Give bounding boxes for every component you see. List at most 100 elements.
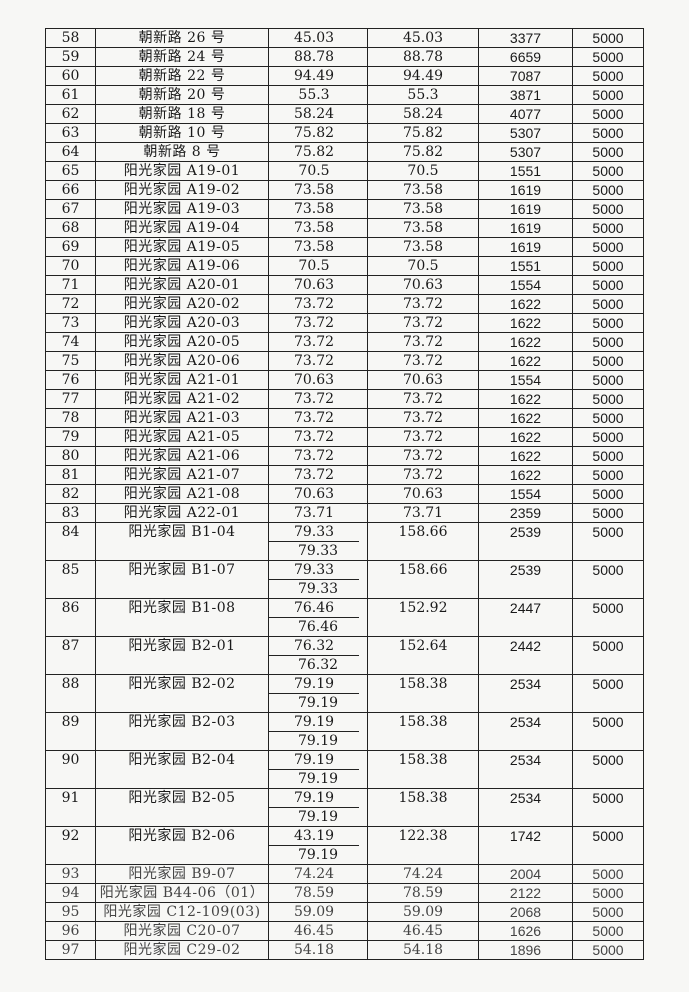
price-cell: 6659 — [478, 47, 573, 67]
table-row: 59 朝新路 24 号 88.78 88.78 6659 5000 — [45, 47, 644, 67]
area-value: 75.82 — [293, 144, 335, 160]
area-value: 79.19 — [269, 675, 359, 694]
total-area-cell: 73.58 — [367, 218, 479, 238]
total-area-cell: 152.64 — [367, 636, 479, 675]
total-area-cell: 45.03 — [367, 28, 479, 48]
area-cell: 70.63 — [268, 275, 368, 295]
total-area-cell: 73.72 — [367, 446, 479, 466]
row-number-cell: 89 — [45, 712, 96, 751]
price-cell: 1626 — [478, 921, 573, 941]
amount-cell: 5000 — [572, 674, 644, 713]
row-number-cell: 69 — [45, 237, 96, 257]
row-number-cell: 94 — [45, 883, 96, 903]
table-row: 60 朝新路 22 号 94.49 94.49 7087 5000 — [45, 66, 644, 86]
amount-cell: 5000 — [572, 180, 644, 200]
area-cell: 75.82 — [268, 142, 368, 162]
address-cell: 朝新路 24 号 — [95, 47, 269, 67]
amount-cell: 5000 — [572, 351, 644, 371]
amount-cell: 5000 — [572, 503, 644, 523]
price-cell: 5307 — [478, 123, 573, 143]
address-cell: 阳光家园 B2-02 — [95, 674, 269, 713]
table-row: 65 阳光家园 A19-01 70.5 70.5 1551 5000 — [45, 161, 644, 181]
area-cell: 73.72 — [268, 351, 368, 371]
area-cell: 79.19 79.19 — [268, 712, 368, 751]
address-cell: 阳光家园 B9-07 — [95, 864, 269, 884]
area-value: 79.19 — [269, 751, 359, 770]
table-row: 61 朝新路 20 号 55.3 55.3 3871 5000 — [45, 85, 644, 105]
address-cell: 阳光家园 B2-04 — [95, 750, 269, 789]
area-cell: 70.63 — [268, 484, 368, 504]
area-cell: 73.72 — [268, 389, 368, 409]
table-row: 93 阳光家园 B9-07 74.24 74.24 2004 5000 — [45, 864, 644, 884]
address-cell: 阳光家园 B2-06 — [95, 826, 269, 865]
price-cell: 2534 — [478, 712, 573, 751]
total-area-cell: 78.59 — [367, 883, 479, 903]
row-number-cell: 92 — [45, 826, 96, 865]
address-cell: 阳光家园 B1-04 — [95, 522, 269, 561]
row-number-cell: 78 — [45, 408, 96, 428]
total-area-cell: 70.5 — [367, 161, 479, 181]
price-cell: 1622 — [478, 408, 573, 428]
area-cell: 78.59 — [268, 883, 368, 903]
amount-cell: 5000 — [572, 370, 644, 390]
amount-cell: 5000 — [572, 218, 644, 238]
total-area-cell: 73.72 — [367, 313, 479, 333]
price-cell: 1622 — [478, 446, 573, 466]
area-cell: 75.82 — [268, 123, 368, 143]
price-cell: 1622 — [478, 351, 573, 371]
address-cell: 阳光家园 A19-02 — [95, 180, 269, 200]
address-cell: 阳光家园 A20-02 — [95, 294, 269, 314]
row-number-cell: 62 — [45, 104, 96, 124]
area-value: 70.5 — [298, 258, 330, 274]
amount-cell: 5000 — [572, 47, 644, 67]
total-area-cell: 73.72 — [367, 408, 479, 428]
address-cell: 阳光家园 A19-01 — [95, 161, 269, 181]
total-area-cell: 158.66 — [367, 560, 479, 599]
area-value: 79.19 — [297, 695, 339, 711]
price-cell: 7087 — [478, 66, 573, 86]
row-number-cell: 82 — [45, 484, 96, 504]
address-cell: 阳光家园 A21-02 — [95, 389, 269, 409]
area-value: 55.3 — [298, 87, 330, 103]
housing-subsidy-table: 58 朝新路 26 号 45.03 45.03 3377 5000 59 朝新路 24 号 88… — [45, 28, 644, 960]
row-number-cell: 75 — [45, 351, 96, 371]
price-cell: 2122 — [478, 883, 573, 903]
amount-cell: 5000 — [572, 484, 644, 504]
table-row: 86 阳光家园 B1-08 76.46 76.46 152.92 2447 5000 — [45, 598, 644, 637]
area-cell: 73.58 — [268, 237, 368, 257]
price-cell: 2539 — [478, 522, 573, 561]
amount-cell: 5000 — [572, 940, 644, 960]
amount-cell: 5000 — [572, 237, 644, 257]
area-value: 70.63 — [293, 372, 335, 388]
row-number-cell: 97 — [45, 940, 96, 960]
area-cell: 79.33 79.33 — [268, 522, 368, 561]
row-number-cell: 81 — [45, 465, 96, 485]
area-cell: 73.58 — [268, 199, 368, 219]
price-cell: 1622 — [478, 465, 573, 485]
area-cell: 73.72 — [268, 408, 368, 428]
amount-cell: 5000 — [572, 636, 644, 675]
table-row: 69 阳光家园 A19-05 73.58 73.58 1619 5000 — [45, 237, 644, 257]
table-row: 92 阳光家园 B2-06 43.19 79.19 122.38 1742 5000 — [45, 826, 644, 865]
area-cell: 73.72 — [268, 313, 368, 333]
address-cell: 阳光家园 B2-03 — [95, 712, 269, 751]
total-area-cell: 73.72 — [367, 332, 479, 352]
table-row: 77 阳光家园 A21-02 73.72 73.72 1622 5000 — [45, 389, 644, 409]
table-row: 67 阳光家园 A19-03 73.58 73.58 1619 5000 — [45, 199, 644, 219]
area-value: 73.72 — [293, 315, 335, 331]
area-value: 70.63 — [293, 486, 335, 502]
table-row: 84 阳光家园 B1-04 79.33 79.33 158.66 2539 5000 — [45, 522, 644, 561]
address-cell: 阳光家园 B44-06（01） — [95, 883, 269, 903]
area-cell: 73.72 — [268, 465, 368, 485]
total-area-cell: 158.38 — [367, 788, 479, 827]
address-cell: 朝新路 10 号 — [95, 123, 269, 143]
total-area-cell: 88.78 — [367, 47, 479, 67]
price-cell: 4077 — [478, 104, 573, 124]
table-row: 90 阳光家园 B2-04 79.19 79.19 158.38 2534 5000 — [45, 750, 644, 789]
address-cell: 阳光家园 A20-03 — [95, 313, 269, 333]
area-value: 79.19 — [297, 771, 339, 787]
amount-cell: 5000 — [572, 142, 644, 162]
price-cell: 2442 — [478, 636, 573, 675]
row-number-cell: 86 — [45, 598, 96, 637]
table-row: 95 阳光家园 C12-109(03) 59.09 59.09 2068 5000 — [45, 902, 644, 922]
